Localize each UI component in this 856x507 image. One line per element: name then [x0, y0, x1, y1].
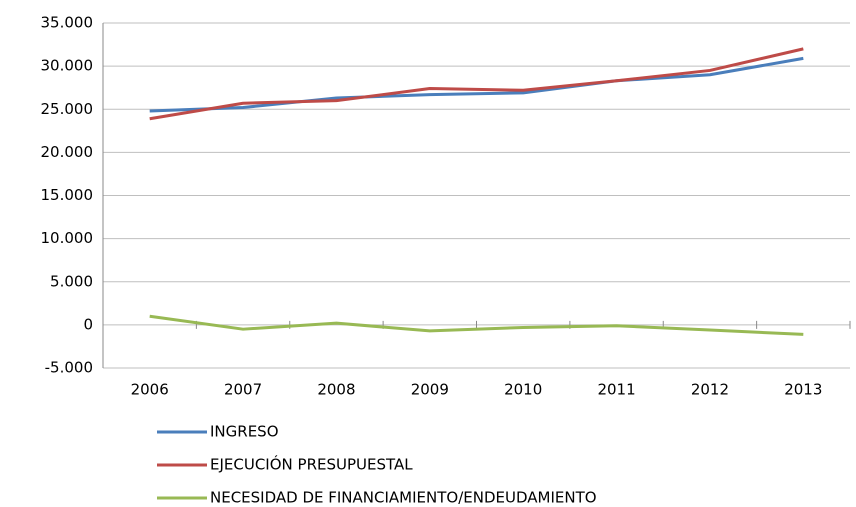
x-tick-label: 2006 [131, 381, 169, 399]
y-tick-label: 30.000 [41, 57, 94, 75]
y-tick-label: -5.000 [45, 359, 93, 377]
x-tick-label: 2013 [784, 381, 822, 399]
y-tick-label: 5.000 [50, 272, 93, 290]
x-tick-label: 2008 [317, 381, 355, 399]
x-tick-label: 2012 [691, 381, 729, 399]
y-tick-label: 25.000 [41, 100, 94, 118]
y-tick-label: 20.000 [41, 143, 94, 161]
legend-label: INGRESO [210, 423, 279, 441]
series-line [149, 56, 804, 113]
x-tick-label: 2010 [504, 381, 542, 399]
y-tick-label: 10.000 [41, 229, 94, 247]
x-tick-label: 2011 [597, 381, 635, 399]
series-line [149, 314, 804, 336]
x-tick-label: 2009 [411, 381, 449, 399]
y-tick-label: 35.000 [41, 14, 94, 32]
legend-label: EJECUCIÓN PRESUPUESTAL [210, 455, 413, 474]
y-tick-label: 15.000 [41, 186, 94, 204]
legend-label: NECESIDAD DE FINANCIAMIENTO/ENDEUDAMIENT… [210, 489, 597, 507]
y-tick-label: 0 [83, 315, 93, 333]
x-tick-label: 2007 [224, 381, 262, 399]
series-line [149, 47, 804, 121]
